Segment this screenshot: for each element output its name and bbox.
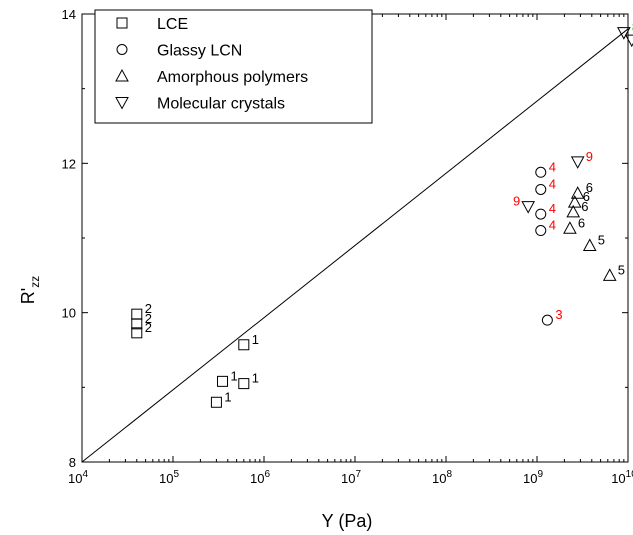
data-point-circle [541,314,553,326]
data-point-circle [535,225,547,237]
data-point-label: 6 [586,180,593,195]
data-point-label: 6 [583,189,590,204]
data-point-square [210,396,222,408]
data-point-label: 1 [224,389,231,404]
data-point-triangle-up [563,221,577,234]
data-point-square [131,327,143,339]
data-point-label: 4 [549,201,556,216]
data-point-label: 4 [549,218,556,233]
x-tick-label: 106 [250,469,270,486]
legend-label: Glassy LCN [157,43,242,60]
legend-marker-triangle-down [115,97,129,110]
data-point-circle [535,208,547,220]
data-point-label: 1 [231,368,238,383]
data-point-triangle-down [570,156,585,169]
data-point-circle [535,183,547,195]
data-point-triangle-down [624,34,633,48]
y-axis-title-main: R' [18,288,38,304]
data-points: 2221111444436666559987 [131,20,633,408]
data-point-square [238,378,250,390]
reference-line [81,28,629,463]
data-point-triangle-up [602,268,617,281]
data-point-label: 1 [252,371,259,386]
data-point-label: 6 [578,215,585,230]
x-tick-label: 108 [432,469,452,486]
data-point-label: 4 [549,176,556,191]
x-tick-label: 104 [68,469,88,486]
x-tick-label: 109 [523,469,543,486]
x-tick-label: 1010 [611,469,633,486]
data-point-label: 2 [145,320,152,335]
legend-marker-circle [116,44,128,55]
series-molecular-crystals: 9987 [513,20,633,214]
data-point-triangle-up [567,195,582,208]
data-point-triangle-down [616,27,631,40]
data-point-label: 6 [581,199,588,214]
data-point-label: 5 [598,232,605,247]
data-point-label: 2 [145,301,152,316]
legend-label: Molecular crystals [157,96,285,113]
data-point-label: 5 [618,262,625,277]
y-tick-label: 8 [69,455,76,470]
reference-line-layer [81,28,629,463]
x-tick-label: 107 [341,469,361,486]
legend-marker-triangle-up [115,68,129,82]
y-axis-title-sub: zz [28,276,42,288]
data-point-label: 8 [632,20,633,35]
y-tick-label: 10 [62,306,76,321]
data-point-triangle-down [521,201,536,214]
data-point-square [217,375,229,387]
data-point-triangle-up [566,204,581,218]
data-point-square [131,308,143,320]
y-axis-title: R'zz [18,276,42,304]
x-axis-title: Y (Pa) [322,511,373,531]
y-tick-label: 12 [62,156,76,171]
data-point-label: 3 [555,307,562,322]
data-point-triangle-up [582,238,597,251]
data-point-square [238,339,250,351]
data-point-triangle-up [570,186,585,199]
legend-box [94,9,373,124]
legend-label: Amorphous polymers [157,69,308,86]
legend-label: LCE [157,16,188,33]
data-point-label: 1 [252,332,259,347]
data-point-square [131,318,143,330]
data-point-label: 9 [586,149,593,164]
x-tick-label: 105 [159,469,179,486]
y-tick-label: 14 [62,7,76,22]
data-point-label: 4 [549,159,556,174]
series-glassy-lcn: 4 4 4 4 3 [535,159,563,326]
data-point-label: 9 [513,194,520,209]
data-point-circle [535,166,547,178]
x-axis: 104 105 106 107 108 109 1010 [68,14,633,486]
data-point-label: 2 [145,311,152,326]
legend-marker-square [116,17,128,29]
legend: LCE Glassy LCN Amorphous polymers Molecular… [94,9,373,124]
